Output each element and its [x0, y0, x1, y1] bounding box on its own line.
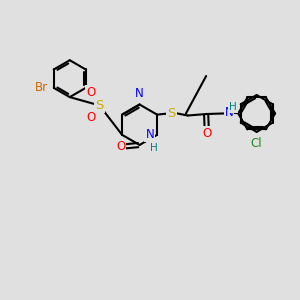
- Text: O: O: [86, 86, 96, 99]
- Text: S: S: [167, 106, 176, 120]
- Text: H: H: [229, 102, 237, 112]
- Text: N: N: [146, 128, 154, 141]
- Text: Cl: Cl: [251, 137, 262, 150]
- Text: S: S: [95, 99, 104, 112]
- Text: Br: Br: [35, 81, 48, 94]
- Text: O: O: [116, 140, 125, 153]
- Text: H: H: [150, 143, 158, 153]
- Text: N: N: [135, 87, 144, 100]
- Text: O: O: [86, 111, 96, 124]
- Text: N: N: [225, 106, 233, 119]
- Text: O: O: [202, 127, 212, 140]
